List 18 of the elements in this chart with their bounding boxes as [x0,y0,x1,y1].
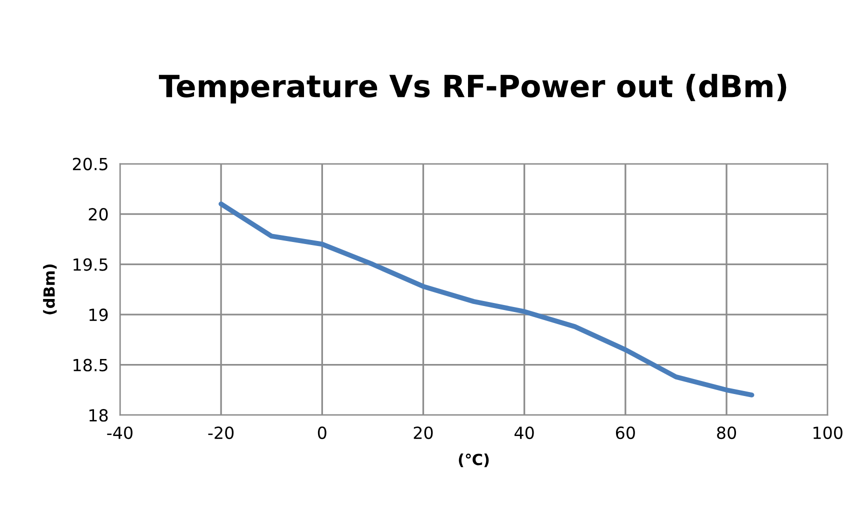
y-tick-label: 19 [89,308,108,322]
x-tick-label: 100 [814,426,842,440]
y-tick-label: 18 [89,409,108,422]
y-tick-label: 20 [88,208,108,221]
x-tick-label: 40 [514,426,534,440]
x-tick-label: 0 [318,426,326,440]
y-tick-label: 19.5 [74,258,108,271]
y-tick-label: 18.5 [74,358,108,372]
y-axis-title: (dBm) [43,264,57,314]
chart-title: Temperature Vs RF-Power out (dBm) [158,74,786,104]
y-tick-label: 20.5 [72,158,108,170]
x-tick-label: 60 [616,426,635,440]
x-tick-label: 20 [414,426,433,440]
x-tick-label: -20 [208,426,234,440]
x-tick-label: 80 [717,426,736,440]
x-axis-title: (℃) [458,453,489,468]
line-series [218,202,754,398]
x-tick-label: -40 [107,426,132,440]
